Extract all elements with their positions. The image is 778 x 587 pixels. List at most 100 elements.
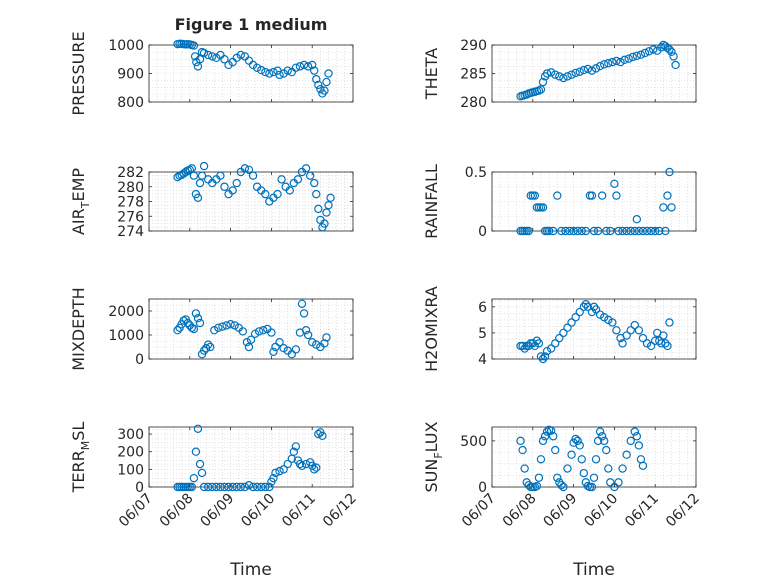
subplot-1: 800 900 1000 PRESSURE	[69, 31, 354, 116]
data-point	[283, 66, 292, 75]
y-axis-label: SUNFLUX	[422, 421, 445, 492]
data-point	[193, 424, 203, 433]
data-point	[297, 461, 307, 471]
data-point	[230, 321, 239, 330]
data-point	[544, 226, 554, 236]
data-point	[285, 186, 294, 195]
data-point	[271, 468, 280, 478]
data-point	[646, 226, 656, 236]
data-point	[197, 468, 207, 478]
data-point	[540, 432, 550, 441]
data-point	[644, 47, 654, 56]
data-point	[265, 482, 274, 492]
data-point	[305, 171, 315, 180]
data-point	[575, 307, 584, 317]
data-point	[551, 339, 560, 348]
data-point	[638, 461, 648, 470]
y-tick-label: 100	[117, 462, 144, 478]
data-point	[189, 171, 199, 180]
data-point	[559, 73, 568, 83]
data-point	[322, 208, 331, 217]
data-point	[275, 338, 284, 347]
data-point	[301, 164, 311, 173]
data-point	[197, 171, 207, 180]
data-point	[571, 434, 580, 444]
data-point	[216, 171, 225, 180]
data-point	[322, 333, 331, 342]
data-point	[532, 336, 542, 345]
y-axis-label-main: THETA	[422, 48, 441, 100]
data-point	[661, 226, 670, 236]
data-point	[632, 214, 642, 224]
data-point	[618, 464, 627, 473]
data-point	[257, 65, 266, 75]
data-point	[301, 459, 311, 469]
data-point	[600, 60, 609, 69]
data-point	[199, 161, 209, 171]
data-point	[536, 85, 546, 94]
axes-box	[148, 298, 354, 360]
data-point	[173, 172, 182, 182]
data-point	[567, 318, 576, 327]
data-point	[257, 482, 266, 492]
data-point	[183, 318, 192, 328]
data-point	[567, 70, 576, 79]
data-point	[571, 313, 580, 322]
y-tick-label: 280	[460, 95, 487, 111]
data-point	[573, 436, 582, 446]
data-point	[538, 354, 548, 364]
data-point	[638, 333, 648, 343]
data-point	[303, 330, 313, 340]
data-point	[316, 84, 325, 94]
data-point	[542, 69, 552, 78]
data-point	[540, 352, 550, 361]
x-tick-label: 06/11	[622, 491, 662, 531]
data-point	[577, 455, 586, 464]
data-point	[634, 226, 644, 236]
data-point	[199, 48, 209, 58]
y-axis-label-main: SUN	[422, 459, 441, 493]
data-point	[232, 482, 241, 492]
data-point	[614, 226, 623, 236]
data-point	[612, 326, 621, 335]
data-point	[569, 226, 578, 236]
y-tick-label: 300	[117, 427, 144, 443]
data-point	[191, 447, 201, 456]
data-point	[524, 480, 533, 490]
data-point	[193, 314, 203, 323]
data-point	[563, 72, 572, 81]
y-axis-label-suffix: SL	[69, 422, 88, 441]
data-point	[295, 459, 305, 469]
data-point	[593, 436, 603, 446]
data-point	[208, 52, 217, 61]
x-tick-label: 06/07	[116, 491, 156, 531]
data-point	[518, 445, 527, 455]
data-point	[634, 326, 644, 335]
data-point	[220, 482, 229, 492]
data-point	[663, 191, 672, 200]
data-point	[236, 482, 245, 492]
data-point	[308, 60, 317, 70]
data-point	[536, 455, 546, 464]
data-point	[236, 50, 245, 60]
data-point	[538, 436, 548, 446]
data-point	[303, 62, 313, 71]
data-point	[565, 226, 574, 236]
x-tick-label: 06/09	[198, 491, 238, 531]
data-point	[589, 473, 599, 482]
data-point	[632, 432, 642, 441]
data-point	[222, 321, 231, 330]
data-point	[205, 342, 215, 352]
x-tick-label: 06/11	[279, 491, 319, 531]
data-point	[622, 226, 631, 236]
data-point	[189, 41, 199, 50]
data-point	[308, 338, 317, 347]
data-point	[630, 320, 640, 330]
data-point	[557, 480, 566, 490]
data-point	[291, 345, 301, 354]
data-point	[636, 50, 646, 59]
subplot-6: 4 5 6 H2OMIXRA	[422, 286, 697, 372]
x-tick-label: 06/10	[238, 491, 278, 531]
